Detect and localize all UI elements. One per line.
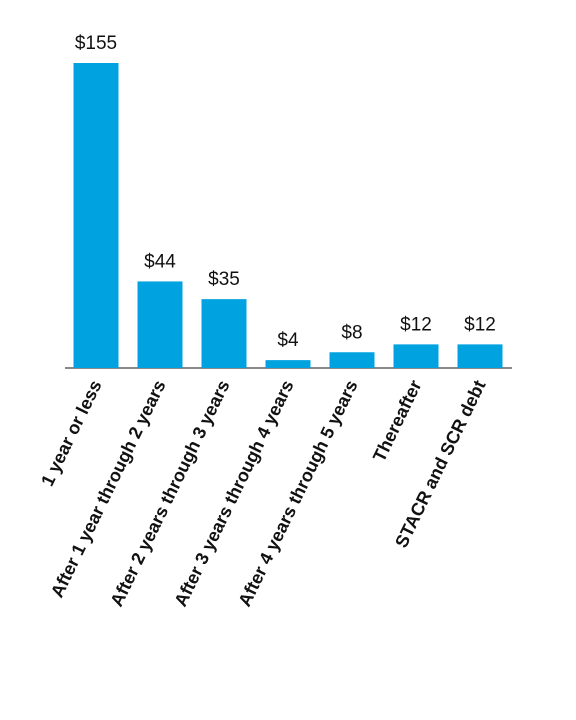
value-label: $4 bbox=[277, 330, 299, 351]
bar bbox=[137, 281, 183, 368]
bar bbox=[201, 299, 247, 368]
x-tick-label: Thereafter bbox=[369, 377, 426, 465]
bar bbox=[265, 360, 311, 368]
x-tick-label: After 4 years through 5 years bbox=[234, 377, 361, 610]
x-tick-label: After 1 year through 2 years bbox=[47, 377, 170, 601]
value-label: $12 bbox=[464, 314, 496, 335]
bar bbox=[393, 344, 439, 368]
value-label: $12 bbox=[400, 314, 432, 335]
bar bbox=[457, 344, 503, 368]
bar bbox=[73, 63, 119, 368]
value-label: $8 bbox=[341, 322, 362, 343]
value-label: $35 bbox=[208, 269, 240, 290]
value-label: $44 bbox=[144, 251, 176, 272]
x-tick-label: After 2 years through 3 years bbox=[106, 377, 233, 610]
x-tick-label: 1 year or less bbox=[37, 377, 105, 489]
x-tick-label: After 3 years through 4 years bbox=[170, 377, 297, 610]
bar bbox=[329, 352, 375, 368]
value-label: $155 bbox=[75, 33, 117, 54]
